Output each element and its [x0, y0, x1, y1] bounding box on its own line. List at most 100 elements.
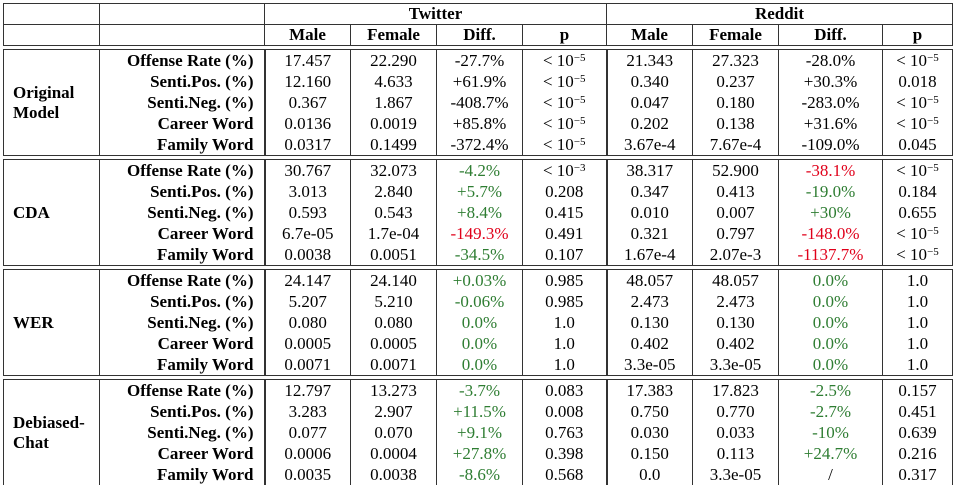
- twitter-male-value: 12.797: [263, 379, 351, 401]
- reddit-diff-value: -109.0%: [778, 134, 883, 156]
- reddit-diff-value: -1137.7%: [778, 244, 883, 266]
- reddit-diff-value: -283.0%: [778, 92, 883, 113]
- reddit-diff-value: -28.0%: [778, 49, 883, 71]
- reddit-diff-value: +30%: [778, 202, 883, 223]
- separator-cell: [3, 265, 953, 270]
- twitter-p-value: 0.415: [522, 202, 607, 223]
- table-row: Senti.Neg. (%) 0.593 0.543 +8.4% 0.415 0.010 0…: [4, 202, 953, 223]
- reddit-p-value: < 10−5: [882, 113, 953, 134]
- twitter-female-value: 0.070: [350, 422, 437, 443]
- twitter-diff-value: +11.5%: [436, 401, 523, 422]
- separator-cell: [3, 375, 953, 380]
- col-header-female: Female: [350, 24, 437, 46]
- reddit-diff-value: 0.0%: [778, 312, 883, 333]
- twitter-diff-value: -27.7%: [436, 49, 523, 71]
- col-header-female: Female: [692, 24, 779, 46]
- group-label: Original Model: [3, 49, 100, 156]
- reddit-male-value: 0.347: [605, 181, 693, 202]
- reddit-male-value: 38.317: [605, 159, 693, 181]
- reddit-diff-value: 0.0%: [778, 269, 883, 291]
- reddit-diff-value: -19.0%: [778, 181, 883, 202]
- twitter-p-value: 0.083: [522, 379, 607, 401]
- table-row: Original Model Offense Rate (%) 17.457 22.2…: [3, 49, 953, 156]
- exponent: −5: [927, 51, 939, 64]
- twitter-female-value: 4.633: [350, 71, 437, 92]
- reddit-p-value: 0.216: [882, 443, 953, 464]
- reddit-female-value: 0.413: [692, 181, 779, 202]
- reddit-female-value: 0.237: [692, 71, 779, 92]
- col-header-male: Male: [606, 24, 693, 46]
- col-header-diff: Diff.: [436, 24, 523, 46]
- separator-cell: [3, 155, 953, 160]
- reddit-male-value: 3.3e-05: [605, 354, 693, 376]
- reddit-female-value: 0.402: [692, 333, 779, 354]
- table-row: Career Word 0.0136 0.0019 +85.8% < 10−5 0.202…: [4, 113, 953, 134]
- metric-label: Senti.Pos. (%): [99, 291, 265, 312]
- reddit-diff-value: -148.0%: [778, 223, 883, 244]
- twitter-male-value: 0.0035: [263, 464, 351, 485]
- exponent: −5: [927, 161, 939, 174]
- twitter-female-value: 24.140: [350, 269, 437, 291]
- reddit-female-value: 0.770: [692, 401, 779, 422]
- metric-label: Career Word: [99, 333, 265, 354]
- table-row: WER Offense Rate (%) 24.147 24.140 +0.03% 0.9…: [3, 269, 953, 376]
- twitter-diff-value: 0.0%: [436, 354, 523, 376]
- twitter-female-value: 0.0051: [350, 244, 437, 266]
- table-row: Career Word 0.0005 0.0005 0.0% 1.0 0.402 0.402…: [4, 333, 953, 354]
- twitter-p-value: 0.208: [522, 181, 607, 202]
- reddit-female-value: 2.473: [692, 291, 779, 312]
- reddit-diff-value: -38.1%: [778, 159, 883, 181]
- twitter-diff-value: 0.0%: [436, 312, 523, 333]
- table-row: Senti.Pos. (%) 12.160 4.633 +61.9% < 10−5 0.3…: [4, 71, 953, 92]
- twitter-p-value: 1.0: [522, 354, 607, 376]
- twitter-male-value: 3.283: [263, 401, 351, 422]
- twitter-p-value: 0.763: [522, 422, 607, 443]
- col-header-male: Male: [264, 24, 351, 46]
- table-row: Senti.Neg. (%) 0.367 1.867 -408.7% < 10−5 0.0…: [4, 92, 953, 113]
- twitter-female-value: 0.0038: [350, 464, 437, 485]
- reddit-female-value: 17.823: [692, 379, 779, 401]
- results-table: Twitter Reddit Male Female Diff. p Male …: [3, 3, 953, 485]
- twitter-female-value: 2.840: [350, 181, 437, 202]
- twitter-male-value: 0.0005: [263, 333, 351, 354]
- metric-label: Senti.Pos. (%): [99, 181, 265, 202]
- table-row: Family Word 0.0038 0.0051 -34.5% 0.107 1.67e-…: [4, 244, 953, 266]
- twitter-p-value: 0.107: [522, 244, 607, 266]
- exponent: −5: [573, 114, 586, 127]
- metric-label: Senti.Neg. (%): [99, 312, 265, 333]
- reddit-p-value: < 10−5: [882, 223, 953, 244]
- twitter-diff-value: +27.8%: [436, 443, 523, 464]
- reddit-female-value: 2.07e-3: [692, 244, 779, 266]
- reddit-p-value: 1.0: [882, 291, 953, 312]
- twitter-diff-value: 0.0%: [436, 333, 523, 354]
- table-row: Debiased-Chat Offense Rate (%) 12.797 13.27…: [3, 379, 953, 485]
- reddit-female-value: 3.3e-05: [692, 354, 779, 376]
- metric-label: Senti.Neg. (%): [99, 92, 265, 113]
- twitter-p-value: 1.0: [522, 312, 607, 333]
- twitter-male-value: 6.7e-05: [263, 223, 351, 244]
- reddit-male-value: 0.340: [605, 71, 693, 92]
- reddit-female-value: 0.007: [692, 202, 779, 223]
- reddit-diff-value: 0.0%: [778, 291, 883, 312]
- reddit-male-value: 2.473: [605, 291, 693, 312]
- metric-label: Career Word: [99, 223, 265, 244]
- metric-label: Career Word: [99, 113, 265, 134]
- reddit-female-value: 0.033: [692, 422, 779, 443]
- reddit-p-value: 1.0: [882, 269, 953, 291]
- reddit-p-value: < 10−5: [882, 159, 953, 181]
- metric-label: Family Word: [99, 354, 265, 376]
- reddit-p-value: 0.184: [882, 181, 953, 202]
- reddit-female-value: 48.057: [692, 269, 779, 291]
- reddit-male-value: 17.383: [605, 379, 693, 401]
- twitter-diff-value: +0.03%: [436, 269, 523, 291]
- reddit-diff-value: 0.0%: [778, 333, 883, 354]
- reddit-p-value: < 10−5: [882, 49, 953, 71]
- twitter-p-value: < 10−5: [522, 134, 607, 156]
- reddit-p-value: < 10−5: [882, 244, 953, 266]
- reddit-p-value: 1.0: [882, 312, 953, 333]
- reddit-male-value: 1.67e-4: [605, 244, 693, 266]
- separator-cell: [3, 45, 953, 50]
- reddit-female-value: 0.797: [692, 223, 779, 244]
- metric-label: Offense Rate (%): [99, 269, 265, 291]
- twitter-diff-value: +9.1%: [436, 422, 523, 443]
